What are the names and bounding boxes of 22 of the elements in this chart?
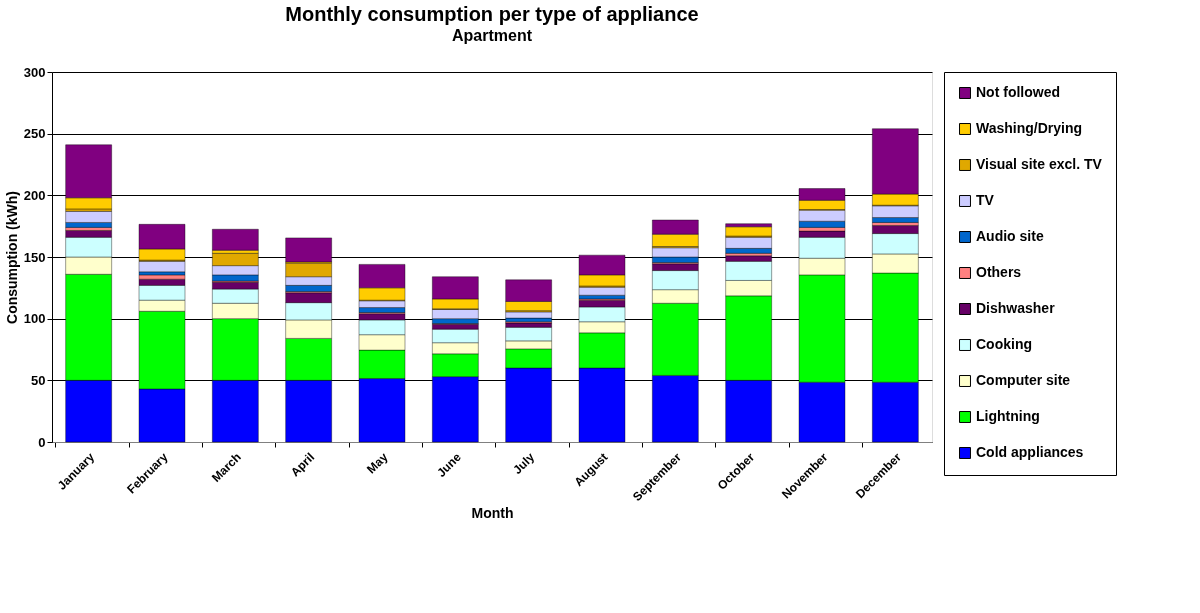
- legend-label: Not followed: [976, 84, 1060, 100]
- legend-label: Lightning: [976, 408, 1040, 424]
- legend-label: Computer site: [976, 372, 1071, 388]
- legend-label: Cooking: [976, 336, 1032, 352]
- y-tick-label: 50: [31, 372, 46, 388]
- y-tick-label: 300: [23, 64, 46, 80]
- chart-subtitle: Apartment: [451, 27, 533, 44]
- legend-label: Others: [976, 264, 1022, 280]
- legend-label: Audio site: [976, 228, 1044, 244]
- y-tick-label: 200: [23, 187, 46, 203]
- legend-label: Visual site excl. TV: [976, 156, 1103, 172]
- y-axis-title: Consumption (kWh): [3, 191, 20, 324]
- y-tick-label: 150: [23, 249, 46, 265]
- legend-label: Washing/Drying: [976, 120, 1083, 136]
- y-tick-label: 0: [38, 434, 46, 450]
- legend-label: Cold appliances: [976, 444, 1084, 460]
- legend-label: Dishwasher: [976, 300, 1056, 316]
- legend-label: TV: [976, 192, 995, 208]
- chart-title: Monthly consumption per type of appliance: [285, 3, 699, 25]
- x-axis-title: Month: [471, 505, 514, 522]
- y-tick-label: 250: [23, 126, 46, 142]
- y-tick-label: 100: [23, 311, 46, 327]
